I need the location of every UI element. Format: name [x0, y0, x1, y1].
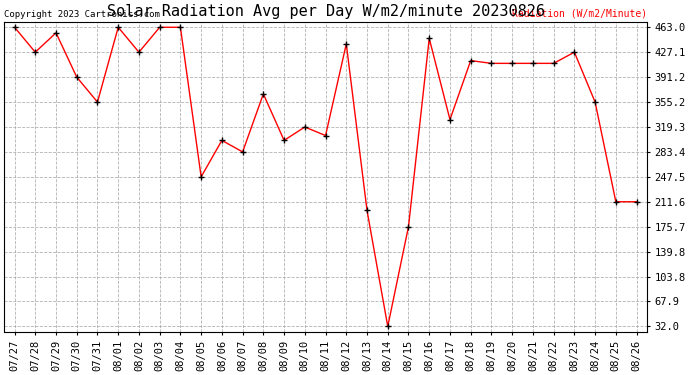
Text: Radiation (W/m2/Minute): Radiation (W/m2/Minute) [512, 9, 647, 19]
Title: Solar Radiation Avg per Day W/m2/minute 20230826: Solar Radiation Avg per Day W/m2/minute … [106, 4, 544, 19]
Text: Copyright 2023 Cartronics.com: Copyright 2023 Cartronics.com [4, 10, 160, 19]
